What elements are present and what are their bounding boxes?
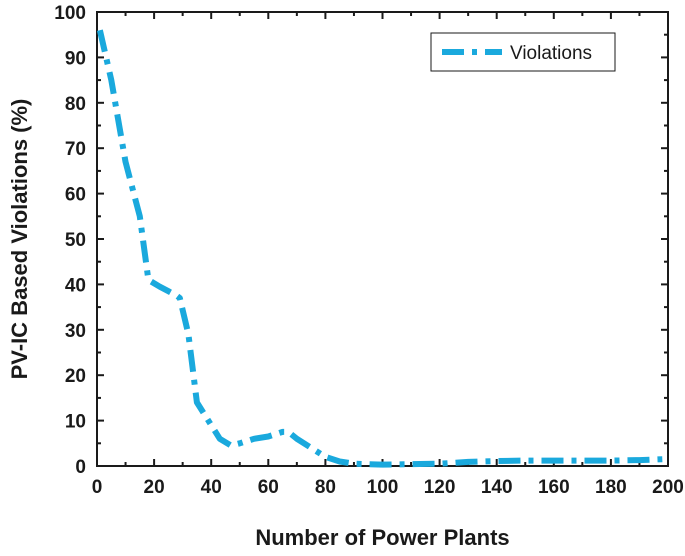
y-tick-label: 20 <box>65 366 86 387</box>
x-tick-label: 140 <box>481 477 513 498</box>
x-tick-label: 120 <box>424 477 456 498</box>
x-axis-title: Number of Power Plants <box>255 525 509 550</box>
y-tick-label: 90 <box>65 48 86 69</box>
y-tick-label: 60 <box>65 185 86 206</box>
y-tick-label: 80 <box>65 94 86 115</box>
x-tick-label: 180 <box>595 477 627 498</box>
x-tick-label: 60 <box>258 477 279 498</box>
y-tick-label: 0 <box>75 457 86 478</box>
x-tick-label: 20 <box>144 477 165 498</box>
x-tick-label: 0 <box>92 477 103 498</box>
x-tick-label: 200 <box>652 477 684 498</box>
y-tick-label: 70 <box>65 139 86 160</box>
series-line-violations <box>100 30 662 464</box>
y-tick-label: 50 <box>65 230 86 251</box>
x-tick-label: 40 <box>201 477 222 498</box>
y-tick-label: 30 <box>65 321 86 342</box>
x-axis-ticks: 0 20 40 60 80 100 120 140 160 180 200 <box>92 12 684 498</box>
x-tick-label: 80 <box>315 477 336 498</box>
legend-label-violations: Violations <box>510 43 592 64</box>
legend: Violations <box>431 33 615 71</box>
plot-area-frame <box>97 12 668 466</box>
y-tick-label: 40 <box>65 275 86 296</box>
x-tick-label: 100 <box>367 477 399 498</box>
y-axis-title: PV-IC Based Violations (%) <box>7 99 32 380</box>
y-axis-ticks: 0 10 20 30 40 50 60 70 80 90 100 <box>54 3 668 478</box>
x-tick-label: 160 <box>538 477 570 498</box>
series-layer <box>100 30 663 465</box>
y-tick-label: 100 <box>54 3 86 24</box>
y-tick-label: 10 <box>65 412 86 433</box>
